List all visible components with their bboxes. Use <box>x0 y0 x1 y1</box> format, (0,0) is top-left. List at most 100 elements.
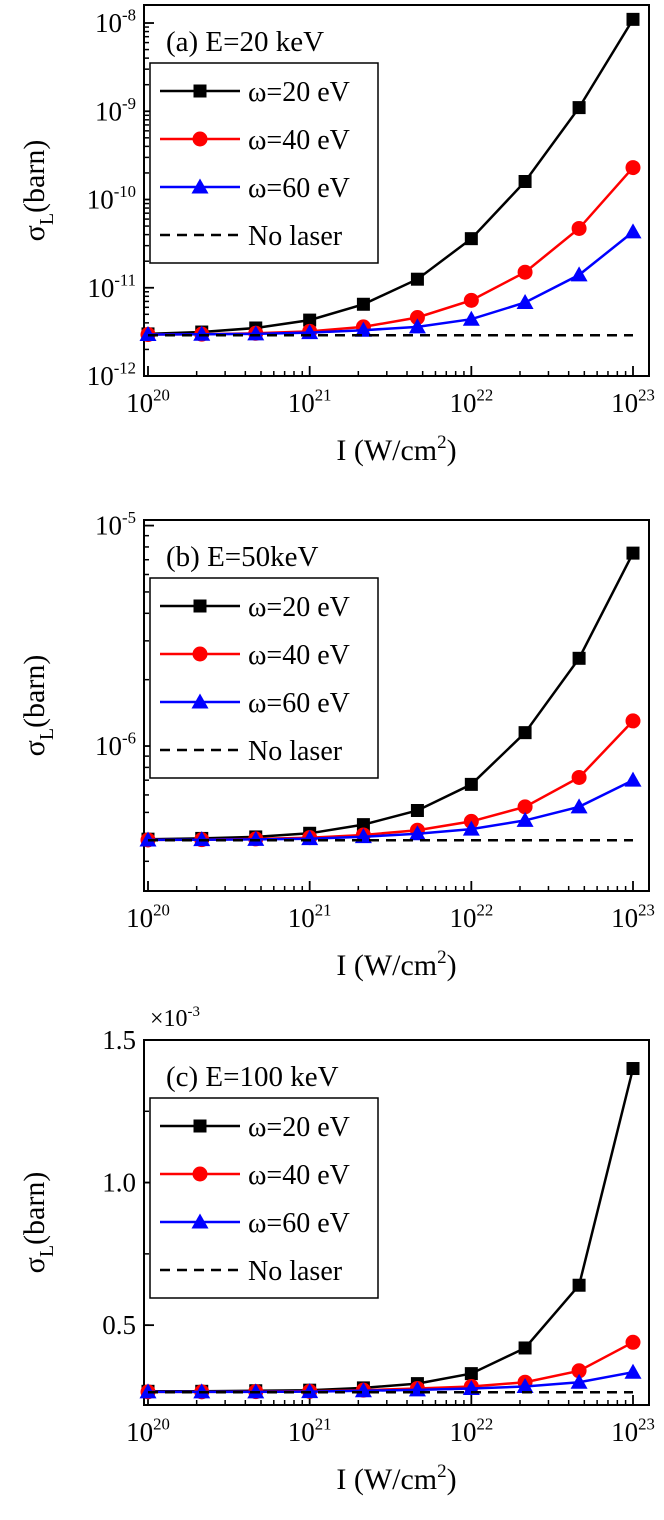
y-multiplier: ×10-3 <box>150 1004 200 1032</box>
data-point <box>356 818 370 832</box>
data-point <box>463 292 479 308</box>
data-point <box>301 1383 319 1399</box>
data-point <box>516 1377 534 1393</box>
series-line <box>147 18 635 336</box>
panel-title: (b) E=50keV <box>166 541 319 573</box>
y-tick-label: 10-9 <box>95 94 136 126</box>
x-tick-label: 1020 <box>126 386 170 418</box>
data-point <box>626 546 640 560</box>
data-point <box>517 799 533 815</box>
x-tick-label: 1023 <box>611 901 655 933</box>
data-point <box>193 831 211 847</box>
legend-label: ω=40 eV <box>248 125 350 156</box>
data-point <box>626 12 640 26</box>
legend-label: ω=20 eV <box>248 592 350 623</box>
data-point <box>570 798 588 814</box>
data-point <box>464 1367 478 1381</box>
y-axis-label: σL(barn) <box>18 1172 58 1274</box>
data-point <box>410 272 424 286</box>
legend-marker <box>192 1166 208 1182</box>
y-tick-label: 10-5 <box>95 508 136 540</box>
y-tick-label: 10-10 <box>87 182 136 214</box>
y-tick-label: 10-11 <box>87 270 136 302</box>
panel-1: 1020 1021 1022 1023 10-12 10-11 10-10 10-9 10-8 I… <box>18 4 655 467</box>
legend-label: No laser <box>248 736 343 767</box>
x-axis-label: I (W/cm2) <box>336 947 456 982</box>
x-tick-label: 1022 <box>449 386 493 418</box>
legend-marker <box>193 84 207 98</box>
data-point <box>624 223 642 239</box>
series-3 <box>139 1363 642 1399</box>
legend-label: ω=40 eV <box>248 640 350 671</box>
data-point <box>625 1334 641 1350</box>
data-point <box>139 1383 157 1399</box>
data-point <box>572 1278 586 1292</box>
x-axis-label: I (W/cm2) <box>336 1461 456 1496</box>
data-point <box>518 726 532 740</box>
legend-box <box>149 577 379 779</box>
data-point <box>408 825 426 841</box>
data-point <box>518 174 532 188</box>
y-tick-label: 1.0 <box>102 1168 136 1198</box>
data-point <box>356 297 370 311</box>
plot-frame <box>143 4 650 377</box>
legend-label: ω=40 eV <box>248 1160 350 1191</box>
data-point <box>193 1383 211 1399</box>
y-tick-label: 0.5 <box>102 1310 136 1340</box>
y-tick-label: 1.5 <box>102 1025 136 1055</box>
data-point <box>139 831 157 847</box>
plot-frame <box>143 519 650 892</box>
panel-title: (a) E=20 keV <box>166 26 324 58</box>
legend-marker <box>193 1119 207 1133</box>
data-point <box>626 1062 640 1076</box>
legend-label: ω=60 eV <box>248 1208 350 1239</box>
series-3 <box>139 223 642 342</box>
y-tick-label: 10-6 <box>95 729 136 761</box>
data-point <box>518 1341 532 1355</box>
x-tick-label: 1022 <box>449 1415 493 1447</box>
data-point <box>303 313 317 327</box>
x-tick-label: 1020 <box>126 901 170 933</box>
series-3 <box>139 771 642 847</box>
data-point <box>625 713 641 729</box>
data-point <box>408 318 426 334</box>
data-point <box>464 777 478 791</box>
x-tick-label: 1021 <box>288 901 332 933</box>
data-point <box>410 804 424 818</box>
series-line <box>147 552 635 841</box>
data-point <box>462 820 480 836</box>
x-tick-label: 1021 <box>288 1415 332 1447</box>
legend-label: ω=60 eV <box>248 688 350 719</box>
legend-label: ω=20 eV <box>248 77 350 108</box>
x-tick-label: 1020 <box>126 1415 170 1447</box>
x-tick-label: 1023 <box>611 1415 655 1447</box>
data-point <box>570 266 588 282</box>
panel-2: 1020 1021 1022 1023 10-6 10-5 I (W/cm2) σL(barn… <box>18 508 655 982</box>
legend-marker <box>191 178 209 194</box>
legend-label: No laser <box>248 221 343 252</box>
data-point <box>247 325 265 341</box>
legend-marker <box>191 693 209 709</box>
legend-marker <box>191 1213 209 1229</box>
legend-marker <box>193 599 207 613</box>
y-axis-label: σL(barn) <box>18 140 58 242</box>
legend-box <box>149 62 379 264</box>
x-tick-label: 1021 <box>288 386 332 418</box>
y-tick-label: 10-12 <box>87 359 136 391</box>
data-point <box>572 651 586 665</box>
data-point <box>624 771 642 787</box>
series-line <box>147 230 634 336</box>
data-point <box>247 830 265 846</box>
legend-label: No laser <box>248 1256 343 1287</box>
series-line <box>148 1370 634 1394</box>
data-point <box>571 1363 587 1379</box>
data-point <box>571 769 587 785</box>
legend-marker <box>192 131 208 147</box>
data-point <box>193 325 211 341</box>
x-axis-label: I (W/cm2) <box>336 432 456 467</box>
plot-frame <box>143 1039 650 1406</box>
legend-label: ω=60 eV <box>248 173 350 204</box>
x-tick-label: 1023 <box>611 386 655 418</box>
data-point <box>464 232 478 246</box>
